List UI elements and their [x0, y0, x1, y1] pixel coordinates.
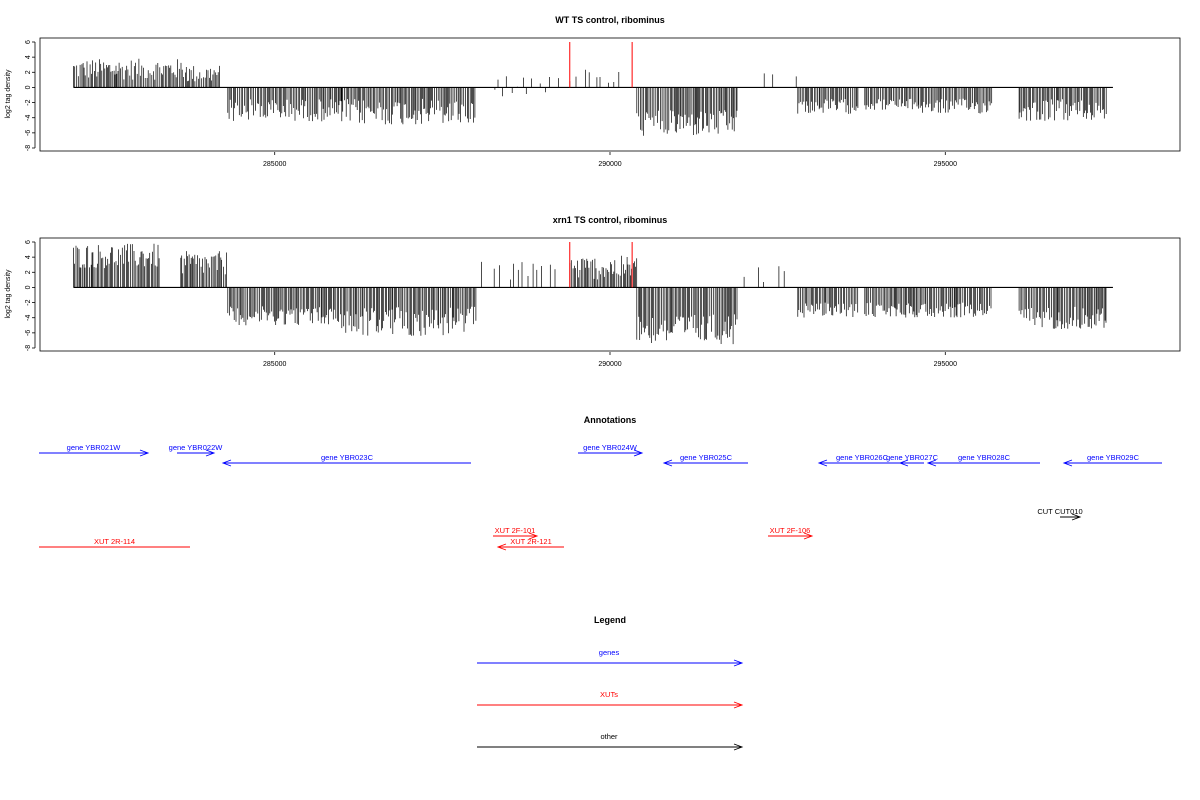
annotation-label: gene YBR026C — [836, 453, 889, 462]
annotations-title: Annotations — [584, 415, 637, 425]
annotation-gene-ybr027c: gene YBR027C — [886, 453, 939, 467]
x-tick-label: 290000 — [598, 161, 621, 168]
y-tick-label: 4 — [25, 55, 32, 59]
annotation-xut-2f-101: XUT 2F-101 — [493, 526, 539, 540]
y-tick-label: -6 — [25, 130, 32, 136]
annotation-xut-2r-121: XUT 2R-121 — [496, 537, 564, 551]
y-tick-label: 6 — [25, 240, 32, 244]
arrow-left-icon — [898, 459, 909, 467]
legend-item-xuts: XUTs — [477, 690, 744, 709]
y-tick-label: -4 — [25, 315, 32, 321]
y-tick-label: 0 — [25, 285, 32, 289]
x-tick-label: 295000 — [934, 161, 957, 168]
arrow-right-icon — [803, 532, 814, 540]
legend-item-genes: genes — [477, 648, 744, 667]
annotation-label: gene YBR028C — [958, 453, 1011, 462]
bar-series-wt — [73, 58, 1113, 136]
y-tick-label: 4 — [25, 255, 32, 259]
annotation-label: gene YBR025C — [680, 453, 733, 462]
arrow-right-icon — [733, 743, 744, 751]
legend-item-other: other — [477, 732, 744, 751]
annotation-label: XUT 2R-121 — [510, 537, 552, 546]
legend-items: genes XUTs other — [477, 648, 744, 751]
x-axis-wt: 285000 290000 295000 — [263, 152, 957, 168]
y-tick-label: 0 — [25, 85, 32, 89]
annotation-label: gene YBR024W — [583, 443, 638, 452]
y-axis-wt: 6 4 2 0 -2 -4 -6 -8 — [25, 40, 36, 151]
annotation-gene-ybr025c: gene YBR025C — [662, 453, 748, 467]
y-axis-xrn1: 6 4 2 0 -2 -4 -6 -8 — [25, 240, 36, 351]
annotation-xut-2f-106: XUT 2F-106 — [768, 526, 814, 540]
plot-frame-wt — [39, 37, 1181, 152]
annotation-gene-ybr026c: gene YBR026C — [817, 453, 905, 467]
bar-series-xrn1 — [73, 243, 1113, 345]
track-panel-wt: WT TS control, ribominus log2 tag densit… — [5, 15, 1181, 168]
y-tick-label: -2 — [25, 99, 32, 105]
legend-title: Legend — [594, 615, 626, 625]
annotation-gene-ybr023c: gene YBR023C — [221, 453, 471, 467]
annotation-xut-2r-114: XUT 2R-114 — [39, 537, 190, 548]
track-panel-xrn1: xrn1 TS control, ribominus log2 tag dens… — [5, 215, 1181, 368]
arrow-right-icon — [1071, 513, 1082, 521]
arrow-left-icon — [926, 459, 937, 467]
y-tick-label: -8 — [25, 345, 32, 351]
y-tick-label: -8 — [25, 145, 32, 151]
annotation-gene-ybr021w: gene YBR021W — [39, 443, 150, 457]
panel-title-wt: WT TS control, ribominus — [555, 15, 665, 25]
x-tick-label: 285000 — [263, 161, 286, 168]
annotation-label: gene YBR027C — [886, 453, 939, 462]
annotation-gene-ybr024w: gene YBR024W — [578, 443, 644, 457]
plot-frame-xrn1 — [39, 237, 1181, 352]
panel-title-xrn1: xrn1 TS control, ribominus — [553, 215, 668, 225]
arrow-right-icon — [733, 659, 744, 667]
marker-lines-wt — [569, 42, 633, 88]
legend: Legend genes XUTs other — [477, 615, 744, 751]
arrow-right-icon — [733, 701, 744, 709]
annotation-label: XUT 2R-114 — [94, 537, 135, 546]
arrow-left-icon — [496, 543, 507, 551]
annotation-label: gene YBR029C — [1087, 453, 1140, 462]
annotation-gene-ybr029c: gene YBR029C — [1062, 453, 1162, 467]
y-tick-label: -2 — [25, 299, 32, 305]
y-tick-label: -4 — [25, 115, 32, 121]
y-axis-label-xrn1: log2 tag density — [5, 269, 12, 319]
annotation-label: gene YBR022W — [169, 443, 224, 452]
annotation-label: XUT 2F-101 — [495, 526, 536, 535]
annotation-label: gene YBR021W — [67, 443, 122, 452]
annotation-gene-ybr028c: gene YBR028C — [926, 453, 1040, 467]
annotation-label: CUT CUT010 — [1037, 507, 1082, 516]
marker-lines-xrn1 — [569, 242, 633, 288]
legend-label: other — [600, 732, 618, 741]
arrow-right-icon — [205, 449, 216, 457]
arrow-left-icon — [221, 459, 232, 467]
x-tick-label: 295000 — [934, 361, 957, 368]
annotation-label: gene YBR023C — [321, 453, 374, 462]
legend-label: XUTs — [600, 690, 618, 699]
arrow-right-icon — [528, 532, 539, 540]
arrow-left-icon — [662, 459, 673, 467]
annotation-features: gene YBR021W gene YBR022W gene YBR023C gene… — [39, 443, 1162, 551]
y-tick-label: -6 — [25, 330, 32, 336]
y-axis-label-wt: log2 tag density — [5, 69, 12, 119]
arrow-right-icon — [139, 449, 150, 457]
legend-label: genes — [599, 648, 620, 657]
y-tick-label: 6 — [25, 40, 32, 44]
x-axis-xrn1: 285000 290000 295000 — [263, 352, 957, 368]
x-tick-label: 290000 — [598, 361, 621, 368]
arrow-left-icon — [817, 459, 828, 467]
y-tick-label: 2 — [25, 70, 32, 74]
y-tick-label: 2 — [25, 270, 32, 274]
arrow-right-icon — [633, 449, 644, 457]
annotations-panel: Annotations gene YBR021W gene YBR022Wgene… — [39, 415, 1162, 551]
annotation-cut-cut010: CUT CUT010 — [1037, 507, 1083, 521]
arrow-left-icon — [1062, 459, 1073, 467]
x-tick-label: 285000 — [263, 361, 286, 368]
annotation-gene-ybr022w: gene YBR022W — [169, 443, 224, 457]
annotation-label: XUT 2F-106 — [770, 526, 811, 535]
